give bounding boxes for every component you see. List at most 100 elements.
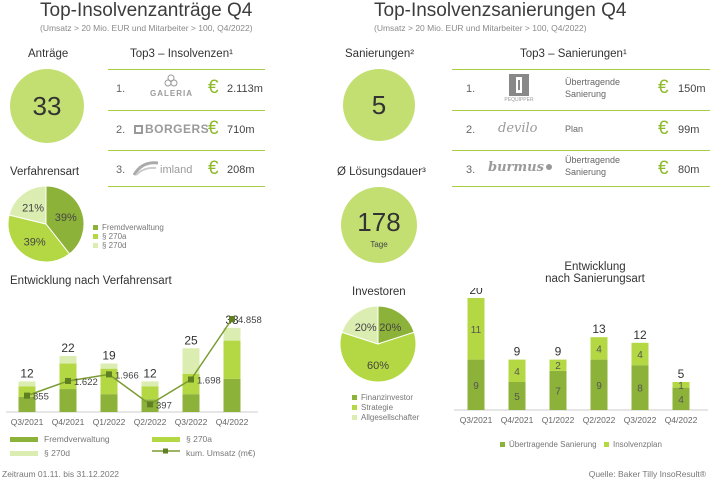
pequipper-emblem-icon (509, 74, 529, 96)
antraege-label: Anträge (28, 48, 69, 60)
right-top3-title: Top3 – Sanierungen¹ (520, 48, 627, 60)
san-amount-3: 80m (678, 164, 700, 176)
verfahrensart-bar-2-0 (18, 381, 36, 387)
legend-uebertragende: Übertragende Sanierung (500, 440, 597, 449)
sanierung-bar-0-3 (590, 359, 608, 410)
insolvenz-row-2: 2. BORGERS € 710m (108, 110, 265, 147)
investoren-pie-slice-0 (377, 305, 415, 345)
investoren-pie-slice-1 (339, 331, 417, 383)
sanierung-seg-label: 9 (596, 381, 602, 392)
amount-3: 208m (227, 164, 255, 176)
loesungsdauer-unit: Tage (370, 240, 388, 249)
sanierung-category-label: Q4/2021 (501, 415, 534, 425)
sanierung-seg-label: 4 (637, 350, 643, 361)
sanierung-total-label: 9 (514, 345, 521, 359)
verfahrensart-category-label: Q3/2022 (175, 417, 208, 427)
sanierung-seg-label: 11 (471, 325, 482, 336)
verfahrensart-umsatz-point (147, 401, 153, 408)
insolvenz-row-1: 1. GALERIA € 2.113m (108, 69, 265, 106)
imland-swoosh-icon (132, 161, 159, 176)
legend-swatch-270a (152, 437, 180, 442)
sanierung-seg-label: 4 (678, 395, 684, 406)
investoren-pie: 20% 60% 20% (339, 305, 417, 383)
legend-line-swatch (152, 448, 180, 454)
left-subtitle: (Umsatz > 20 Mio. EUR und Mitarbeiter > … (40, 23, 253, 33)
verfahrensart-umsatz-point (229, 316, 235, 322)
amount-1: 2.113m (227, 83, 263, 95)
verfahrensart-bar-0-2 (100, 394, 118, 412)
burmus-logo: burmus (488, 160, 552, 175)
verfahrensart-pie-slice-label-0: 39% (55, 212, 77, 224)
verfahrensart-bar-1-3 (141, 386, 159, 400)
dev-sanierung-title: Entwicklung nach Sanierungsart (545, 261, 645, 285)
verfahrensart-pie-slice-1 (7, 214, 71, 263)
legend-270a: § 270a (93, 232, 126, 241)
verfahrensart-bar-2-2 (100, 363, 118, 369)
verfahrensart-pie-slice-2 (8, 185, 47, 225)
verfahrensart-bar-2-4 (182, 348, 200, 374)
devilo-logo: devilo (498, 121, 538, 136)
verfahrensart-category-label: Q1/2022 (93, 417, 126, 427)
sanierung-row-3: 3. burmus Übertragende Sanierung € 80m (452, 150, 710, 187)
verfahrensart-bar-0-0 (18, 396, 36, 412)
footer-zeitraum: Zeitraum 01.11. bis 31.12.2022 (2, 469, 120, 479)
left-top3-title: Top3 – Insolvenzen¹ (130, 48, 233, 60)
legend-strategie: Strategie (352, 403, 393, 412)
sanierung-total-label: 12 (633, 328, 647, 342)
sanierung-total-label: 5 (678, 367, 685, 381)
sanierung-seg-label: 4 (514, 367, 520, 378)
sanierung-bar-1-2 (549, 359, 567, 371)
loesungsdauer-circle: 178 Tage (341, 187, 417, 263)
verfahrensart-bar-2-5 (223, 327, 241, 341)
sanierung-category-label: Q3/2022 (624, 415, 657, 425)
sanierung-bar-1-5 (672, 382, 690, 388)
left-title: Top-Insolvenzanträge Q4 (40, 0, 253, 21)
sanierung-bar-0-1 (508, 382, 526, 410)
sanierung-bar-0-2 (549, 370, 567, 410)
sanierung-bar-0-0 (467, 359, 485, 410)
sanierung-category-label: Q4/2022 (665, 415, 698, 425)
sanierung-bar-1-3 (590, 337, 608, 360)
investoren-pie-slice-label-0: 20% (379, 322, 401, 334)
legend-line-umsatz: kum. Umsatz (m€) (186, 448, 256, 458)
sanierungen-label: Sanierungen² (345, 48, 415, 60)
verfahrensart-bar-chart: 12 Q3/2021 22 Q4/2021 19 Q1/2022 12 Q2/2022 25 Q3… (6, 313, 262, 427)
verfahrensart-umsatz-label: 397 (156, 400, 172, 411)
san-amount-1: 150m (678, 83, 706, 95)
verfahrensart-title: Verfahrensart (10, 166, 80, 178)
verfahrensart-umsatz-label: 1.966 (115, 370, 139, 381)
verfahrensart-bar-1-5 (223, 340, 241, 379)
rank-1: 1. (116, 83, 126, 95)
verfahrensart-bar-1-0 (18, 386, 36, 397)
sanierung-row-2: 2. devilo Plan € 99m (452, 110, 710, 147)
verfahrensart-total-label: 12 (143, 366, 157, 380)
sanierung-bar-1-1 (508, 359, 526, 382)
borgers-square-icon (134, 125, 143, 134)
dev-verfahrensart-title: Entwicklung nach Verfahrensart (10, 275, 172, 287)
right-title: Top-Insolvenzsanierungen Q4 (374, 0, 627, 21)
investoren-pie-slice-label-2: 20% (355, 322, 377, 334)
verfahrensart-bar-0-5 (223, 378, 241, 412)
legend-bar-fremd: Fremdverwaltung (44, 434, 110, 444)
verfahrensart-umsatz-label: 1.622 (74, 377, 98, 388)
loesungsdauer-value: 178 (357, 207, 401, 237)
verfahrensart-total-label: 12 (20, 366, 34, 380)
sanierung-bar-0-5 (672, 387, 690, 410)
right-subtitle: (Umsatz > 20 Mio. EUR und Mitarbeiter > … (374, 23, 587, 33)
verfahrensart-category-label: Q2/2022 (134, 417, 167, 427)
verfahrensart-category-label: Q3/2021 (11, 417, 44, 427)
legend-finanzinvestor: Finanzinvestor (352, 393, 413, 402)
verfahrensart-category-label: Q4/2022 (216, 417, 249, 427)
sanierung-bar-0-4 (631, 365, 649, 410)
sanierung-seg-label: 2 (555, 361, 561, 372)
legend-fremdverwaltung: Fremdverwaltung (93, 223, 164, 232)
verfahrensart-category-label: Q4/2021 (52, 417, 85, 427)
verfahrensart-umsatz-point (106, 371, 112, 378)
verfahrensart-bar-1-4 (182, 373, 200, 395)
burmus-dot-icon (545, 164, 552, 170)
insolvenz-row-3: 3. imland € 208m (108, 150, 265, 187)
san-amount-2: 99m (678, 124, 700, 136)
verfahrensart-umsatz-point (188, 376, 194, 383)
legend-bar-270d: § 270d (44, 448, 70, 458)
verfahrensart-umsatz-label: 1.698 (197, 375, 221, 386)
